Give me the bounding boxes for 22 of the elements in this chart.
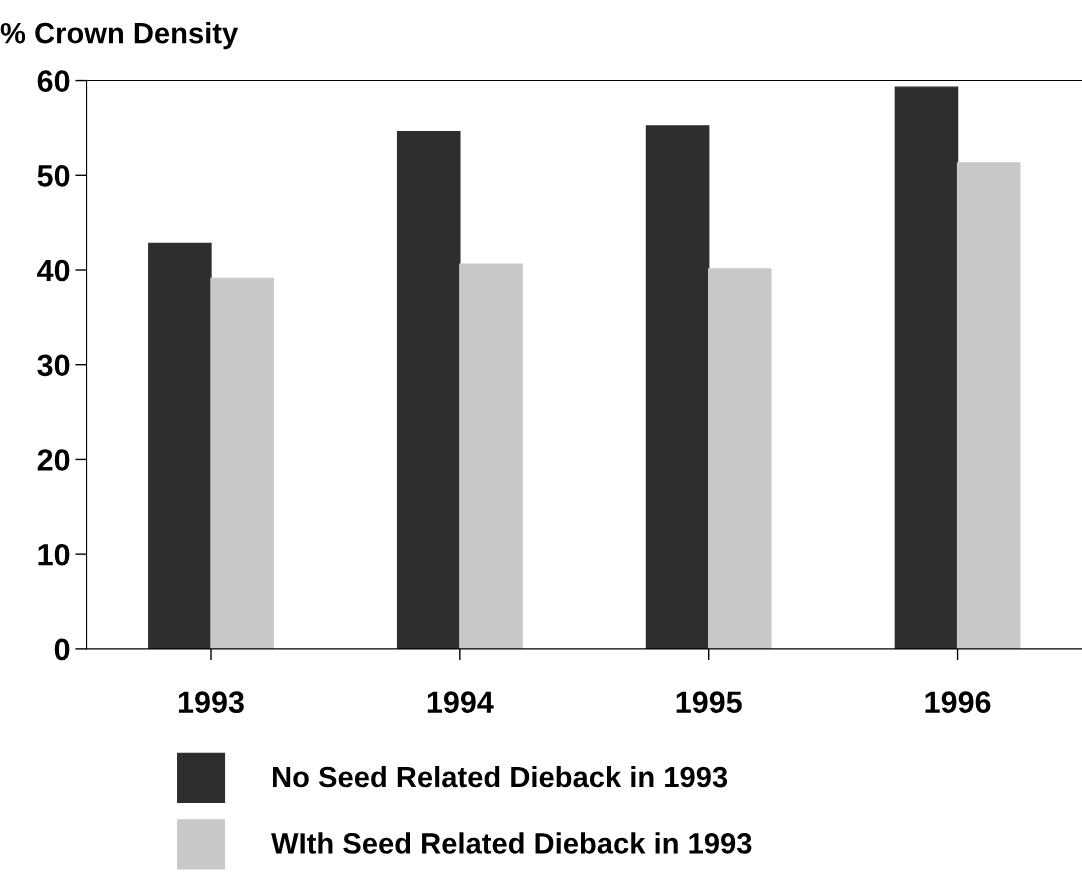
bar (396, 131, 461, 649)
x-tick-label: 1994 (427, 691, 494, 713)
y-tick-label: 60 (37, 70, 70, 92)
y-tick-label: 0 (54, 638, 70, 661)
bar (459, 263, 523, 649)
y-tick-label: 10 (38, 543, 70, 566)
y-tick-label: 20 (37, 449, 70, 471)
y-tick-label: 40 (37, 259, 70, 282)
legend-label: No Seed Related Dieback in 1993 (273, 765, 728, 788)
legend-label: WIth Seed Related Dieback in 1993 (271, 832, 752, 854)
bar (894, 86, 959, 649)
y-tick-label: 50 (37, 165, 70, 187)
bar (708, 268, 772, 649)
x-tick-label: 1993 (178, 691, 244, 714)
y-tick-label: 30 (37, 354, 70, 377)
bar (148, 242, 212, 649)
bar (645, 125, 710, 649)
x-tick-label: 1996 (925, 691, 991, 713)
bar (210, 277, 274, 649)
y-axis-title: % Crown Density (0, 22, 239, 50)
bar (956, 162, 1021, 649)
x-tick-label: 1995 (676, 691, 742, 713)
